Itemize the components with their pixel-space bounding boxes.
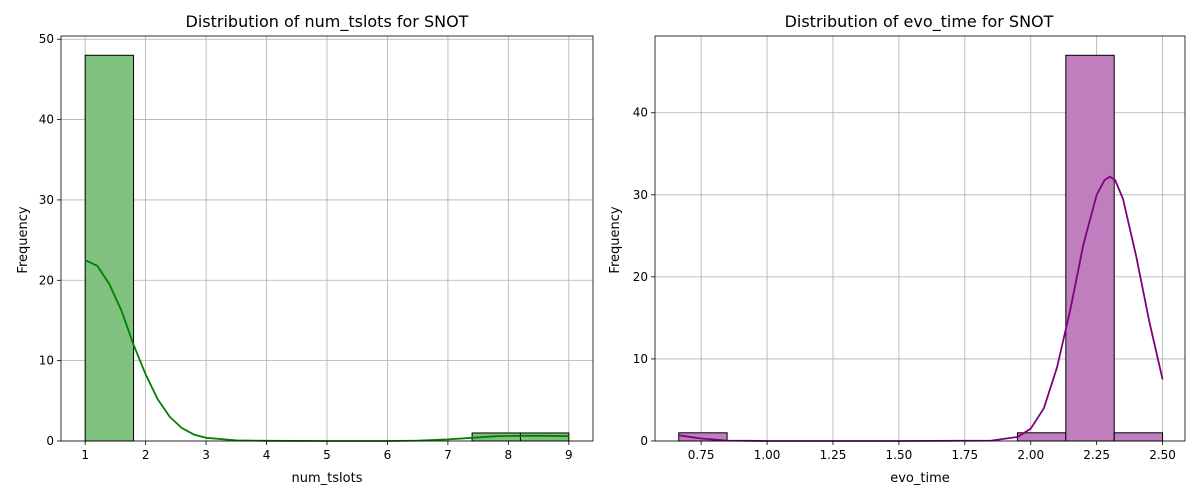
left-x-tick-label: 3: [202, 448, 210, 462]
left-y-tick-label: 10: [39, 354, 54, 368]
right-bars: [678, 54, 1164, 442]
left-x-tick-label: 2: [142, 448, 150, 462]
right-x-tick-label: 2.00: [1017, 448, 1044, 462]
right-chart-title: Distribution of evo_time for SNOT: [785, 12, 1054, 32]
right-y-axis-label: Frequency: [608, 206, 623, 273]
left-x-tick-label: 8: [505, 448, 513, 462]
left-bars: [84, 54, 570, 442]
left-y-tick-label: 40: [39, 113, 54, 127]
left-x-tick-label: 7: [444, 448, 452, 462]
right-y-tick-label: 20: [633, 270, 648, 284]
right-x-tick-label: 0.75: [688, 448, 715, 462]
left-x-tick-label: 5: [323, 448, 331, 462]
left-y-tick-label: 20: [39, 273, 54, 287]
left-gridlines: [61, 36, 593, 442]
left-y-tick-label: 0: [46, 434, 54, 448]
right-y-tick-label: 40: [633, 106, 648, 120]
left-x-tick-label: 1: [81, 448, 89, 462]
left-chart: Distribution of num_tslots for SNOT 1 2 3 4…: [16, 12, 594, 486]
right-y-tick-label: 10: [633, 352, 648, 366]
right-histogram-bar-3: [1113, 432, 1164, 442]
right-chart: Distribution of evo_time for SNOT 0.75 1.…: [608, 12, 1186, 486]
right-x-tick-label: 2.50: [1149, 448, 1176, 462]
left-x-tick-label: 6: [384, 448, 392, 462]
right-x-tick-label: 1.25: [820, 448, 847, 462]
right-y-tick-label: 0: [640, 434, 648, 448]
left-chart-title: Distribution of num_tslots for SNOT: [186, 12, 469, 32]
left-histogram-bar-2: [519, 432, 570, 442]
right-plot-frame: [654, 35, 1186, 442]
right-y-tick-label: 30: [633, 188, 648, 202]
left-x-tick-label: 9: [565, 448, 573, 462]
left-y-tick-label: 50: [39, 32, 54, 46]
left-x-axis-label: num_tslots: [292, 471, 363, 486]
left-x-tick-label: 4: [263, 448, 271, 462]
left-kde: [84, 259, 569, 442]
left-ticks: 1 2 3 4 5 6 7 8 9 0 10 20 30 40 50: [39, 32, 573, 462]
right-x-tick-label: 1.50: [886, 448, 913, 462]
left-kde-line: [84, 259, 569, 442]
right-histogram-bar-2: [1065, 54, 1115, 442]
right-ticks: 0.75 1.00 1.25 1.50 1.75 2.00 2.25 2.50 0 10 20 30 4…: [633, 106, 1176, 462]
left-histogram-bar-0: [84, 54, 135, 442]
right-histogram-bar-1: [1016, 432, 1067, 442]
right-x-tick-label: 2.25: [1083, 448, 1110, 462]
left-y-axis-label: Frequency: [16, 206, 31, 273]
right-x-tick-label: 1.00: [754, 448, 781, 462]
left-y-tick-label: 30: [39, 193, 54, 207]
right-x-axis-label: evo_time: [890, 471, 950, 486]
right-x-tick-label: 1.75: [951, 448, 978, 462]
